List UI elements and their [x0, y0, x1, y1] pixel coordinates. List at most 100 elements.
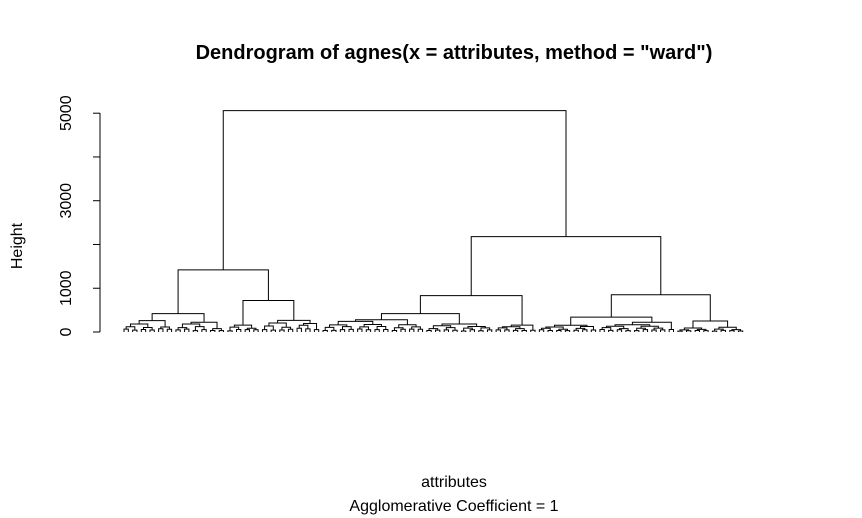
- merge-right-b1: [570, 316, 653, 326]
- merge-link: [685, 330, 692, 332]
- merge-link: [504, 329, 510, 332]
- merge-link: [359, 326, 369, 330]
- merge-link: [218, 330, 225, 332]
- merge-root: [222, 110, 567, 270]
- y-tick-label: 0: [58, 327, 75, 336]
- merge-link: [616, 329, 623, 332]
- merge-link: [383, 328, 389, 332]
- merge-link: [677, 330, 683, 332]
- dendrogram-tree: [123, 110, 744, 332]
- merge-link: [545, 326, 564, 330]
- merge-link: [339, 329, 346, 332]
- merge-link: [631, 321, 672, 330]
- merge-link: [729, 330, 735, 332]
- merge-link: [590, 329, 597, 332]
- merge-link: [329, 324, 348, 328]
- merge-link: [158, 328, 164, 332]
- merge-link: [579, 325, 594, 330]
- y-tick-label: 5000: [58, 95, 75, 131]
- merge-link: [720, 329, 726, 332]
- merge-link: [694, 329, 700, 332]
- merge-link: [651, 329, 657, 332]
- merge-link: [582, 329, 588, 332]
- merge-link: [313, 329, 320, 332]
- merge-link: [640, 325, 659, 329]
- merge-link: [261, 329, 268, 332]
- merge-left-b: [242, 299, 295, 326]
- merge-link: [287, 328, 294, 332]
- merge-link: [625, 330, 631, 332]
- merge-link: [296, 327, 302, 332]
- merge-link: [556, 330, 562, 332]
- merge-link: [363, 323, 382, 327]
- merge-right-a: [419, 295, 523, 326]
- merge-link: [357, 328, 363, 332]
- merge-link: [201, 329, 207, 332]
- y-tick-label: 1000: [58, 270, 75, 306]
- merge-link: [391, 330, 398, 332]
- merge-link: [460, 330, 467, 332]
- merge-link: [268, 322, 287, 328]
- merge-link: [192, 330, 199, 332]
- merge-link: [123, 328, 129, 332]
- merge-link: [210, 329, 216, 332]
- merge-link: [608, 329, 614, 332]
- merge-link: [374, 329, 380, 332]
- merge-link: [426, 330, 432, 332]
- merge-link: [718, 326, 737, 330]
- merge-link: [642, 329, 649, 332]
- merge-link: [435, 329, 441, 332]
- merge-link: [486, 329, 493, 332]
- merge-link: [331, 329, 337, 332]
- merge-link: [530, 329, 536, 332]
- merge-link: [233, 324, 253, 329]
- merge-link: [184, 328, 190, 332]
- merge-link: [443, 329, 450, 332]
- merge-link: [703, 330, 709, 332]
- merge-link: [322, 330, 328, 332]
- merge-link: [668, 328, 675, 332]
- merge-link: [142, 326, 153, 330]
- merge-link: [305, 328, 311, 332]
- merge-link: [660, 329, 666, 332]
- merge-left-cluster: [177, 269, 269, 314]
- agglomerative-coefficient: Agglomerative Coefficient = 1: [349, 498, 558, 515]
- merge-link: [253, 329, 259, 332]
- merge-link: [417, 328, 424, 332]
- merge-right-a1: [380, 313, 460, 324]
- x-axis-label: attributes: [421, 474, 487, 491]
- merge-link: [409, 328, 415, 332]
- merge-link: [132, 329, 138, 332]
- merge-link: [270, 329, 276, 332]
- merge-link: [564, 330, 571, 332]
- merge-link: [140, 329, 147, 332]
- merge-link: [400, 328, 406, 332]
- y-ticks: 0 1000 3000 5000: [58, 95, 100, 336]
- merge-link: [138, 320, 166, 328]
- merge-link: [515, 328, 525, 331]
- merge-link: [469, 329, 475, 332]
- merge-link: [547, 329, 553, 332]
- merge-link: [495, 329, 501, 332]
- merge-link: [365, 329, 372, 332]
- merge-link: [737, 330, 744, 332]
- chart-title: Dendrogram of agnes(x = attributes, meth…: [196, 42, 713, 64]
- merge-link: [235, 328, 242, 332]
- merge-left-a: [151, 313, 205, 323]
- merge-link: [538, 329, 545, 332]
- merge-link: [711, 330, 718, 332]
- merge-link: [190, 321, 218, 329]
- merge-link: [175, 329, 181, 332]
- merge-link: [601, 327, 612, 331]
- merge-link: [411, 326, 421, 330]
- merge-link: [376, 326, 387, 330]
- merge-link: [452, 329, 458, 332]
- merge-link: [279, 329, 285, 332]
- merge-link: [510, 324, 534, 331]
- merge-link: [348, 328, 354, 332]
- merge-link: [478, 330, 484, 332]
- merge-link: [521, 330, 527, 332]
- merge-link: [166, 328, 173, 332]
- merge-link: [149, 329, 155, 332]
- merge-right-cluster: [470, 236, 662, 296]
